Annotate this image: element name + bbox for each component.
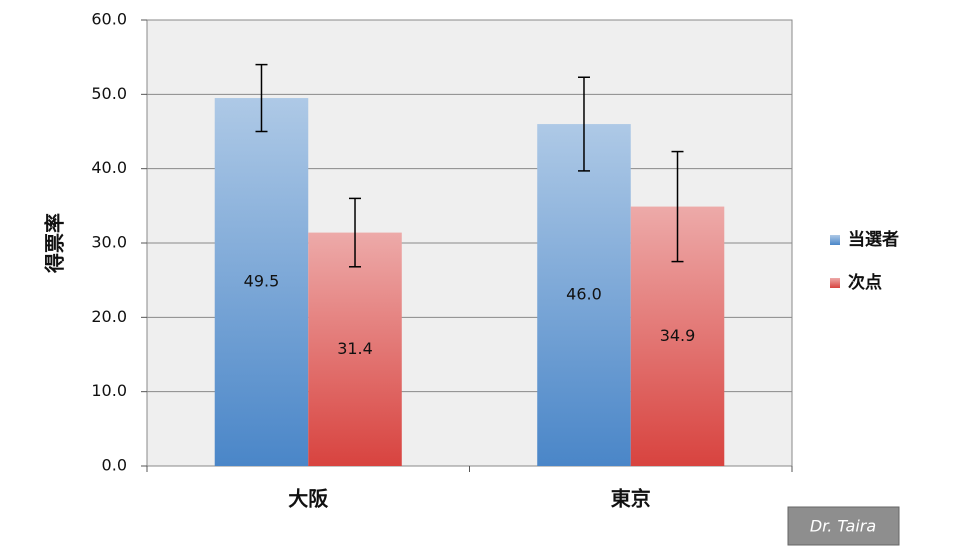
x-tick-label: 東京 xyxy=(611,487,651,511)
y-tick-label: 10.0 xyxy=(91,381,127,400)
y-tick-label: 20.0 xyxy=(91,307,127,326)
legend-label: 当選者 xyxy=(848,229,899,250)
y-axis-label: 得票率 xyxy=(43,213,67,274)
watermark: Dr. Taira xyxy=(810,517,876,536)
y-tick-label: 0.0 xyxy=(102,456,127,475)
value-label: 49.5 xyxy=(244,272,280,291)
value-label: 46.0 xyxy=(566,285,602,304)
bar xyxy=(308,232,402,466)
y-tick-label: 60.0 xyxy=(91,10,127,29)
value-label: 34.9 xyxy=(660,326,696,345)
y-tick-label: 30.0 xyxy=(91,233,127,252)
bar xyxy=(537,124,631,467)
legend-swatch xyxy=(830,278,840,288)
y-tick-label: 50.0 xyxy=(91,84,127,103)
y-tick-label: 40.0 xyxy=(91,158,127,177)
watermark-box xyxy=(787,506,900,546)
value-label: 31.4 xyxy=(337,339,373,358)
x-tick-label: 大阪 xyxy=(288,487,329,511)
error-bar xyxy=(671,150,684,263)
bar xyxy=(214,98,309,467)
error-bar xyxy=(349,197,362,268)
legend-label: 次点 xyxy=(848,272,882,293)
error-bar xyxy=(577,76,590,172)
error-bar xyxy=(255,63,268,133)
legend-swatch xyxy=(830,235,840,245)
